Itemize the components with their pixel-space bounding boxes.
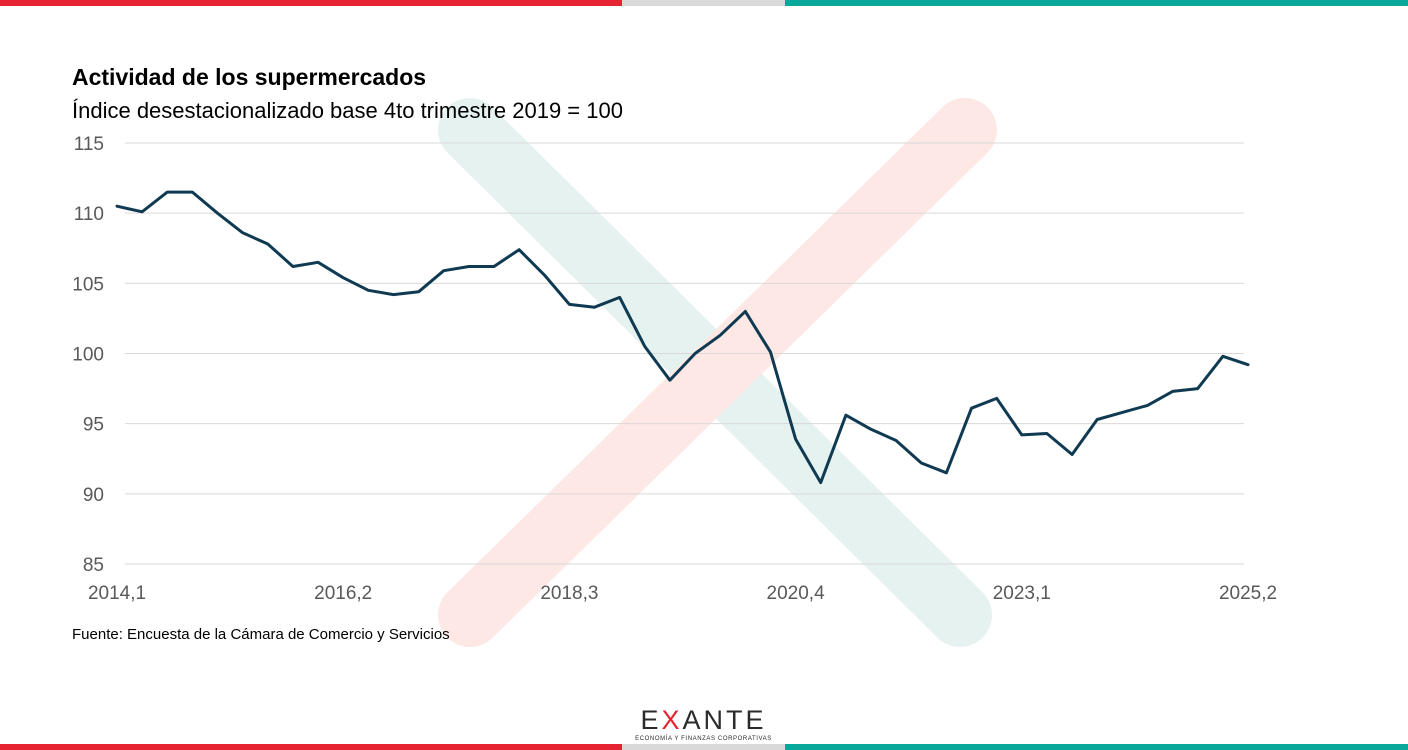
logo-wordmark: EXANTE: [622, 706, 785, 734]
series-group: [115, 190, 1250, 485]
stripe-teal-segment: [785, 744, 1408, 750]
stripe-grey-segment: [622, 0, 785, 6]
y-tick-label: 95: [83, 415, 104, 436]
y-tick-label: 110: [74, 204, 104, 225]
y-tick-label: 90: [83, 485, 104, 506]
x-tick-label: 2016,2: [314, 583, 372, 604]
y-tick-label: 85: [83, 555, 104, 576]
stripe-teal-segment: [785, 0, 1408, 6]
y-axis-tick-labels: 85 90 95 100 105 110 115: [72, 134, 104, 576]
top-brand-stripe: [0, 0, 1408, 6]
chart-title: Actividad de los supermercados: [72, 64, 427, 90]
series-line: [115, 190, 1250, 485]
logo-tagline: ECONOMÍA Y FINANZAS CORPORATIVAS: [635, 736, 772, 742]
stripe-red-segment: [0, 0, 622, 6]
y-tick-label: 100: [72, 345, 104, 366]
x-tick-label: 2025,2: [1219, 583, 1277, 604]
x-axis-tick-labels: 2014,1 2016,2 2018,3 2020,4 2023,1 2025,2: [88, 583, 1277, 604]
y-tick-label: 105: [72, 274, 104, 295]
source-note: Fuente: Encuesta de la Cámara de Comerci…: [72, 626, 450, 643]
watermark-x: [438, 98, 997, 647]
logo-letter-e: E: [640, 705, 662, 735]
x-tick-label: 2020,4: [767, 583, 826, 604]
watermark-red-stroke: [438, 98, 997, 647]
gridlines: [125, 142, 1244, 565]
x-tick-label: 2018,3: [540, 583, 598, 604]
y-tick-label: 115: [74, 134, 104, 155]
chart-subtitle: Índice desestacionalizado base 4to trime…: [72, 98, 623, 123]
x-tick-label: 2023,1: [993, 583, 1051, 604]
x-tick-label: 2014,1: [88, 583, 146, 604]
bottom-brand-stripe: [0, 744, 1408, 750]
stripe-red-segment: [0, 744, 622, 750]
logo-letters-ante: ANTE: [682, 705, 767, 735]
exante-logo: EXANTE ECONOMÍA Y FINANZAS CORPORATIVAS: [622, 706, 785, 744]
logo-letter-x: X: [661, 705, 683, 735]
stripe-grey-segment: [622, 744, 785, 750]
